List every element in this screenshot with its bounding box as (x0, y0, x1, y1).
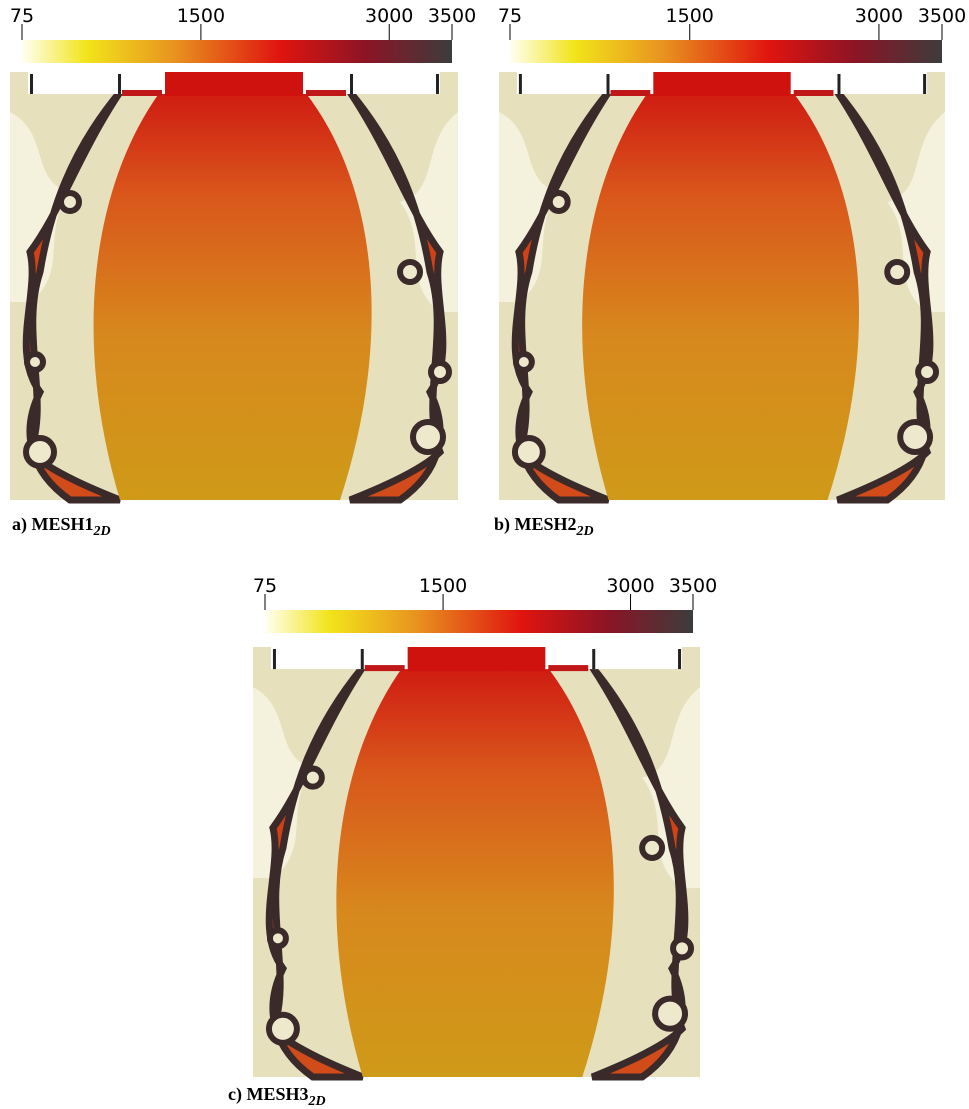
simulation-image (253, 647, 700, 1081)
wall-post (30, 74, 33, 94)
vortex (652, 995, 689, 1032)
simulation-field (10, 72, 458, 504)
colorbar-tick-label: 3000 (606, 575, 654, 597)
wall-post (592, 649, 596, 670)
colorbar-tick-label: 1500 (419, 575, 467, 597)
caption: a) MESH12D (12, 514, 111, 539)
caption: b) MESH22D (494, 514, 594, 539)
caption-label: a) MESH1 (12, 514, 94, 535)
nozzle (407, 647, 546, 672)
co-flow (610, 90, 651, 96)
panel: 75 1500 3000 3500 b) MESH22D (494, 5, 966, 539)
colorbar-tick-label: 3500 (428, 5, 476, 27)
vortex (639, 834, 666, 861)
caption-subscript: 2D (93, 524, 111, 539)
vortex (897, 419, 934, 455)
vortex (915, 360, 940, 384)
simulation-image (10, 72, 458, 504)
co-flow (122, 90, 162, 96)
vortex (410, 419, 446, 455)
wall-post (518, 74, 522, 94)
co-flow (793, 90, 834, 96)
vortex (546, 190, 571, 214)
vortex (397, 259, 423, 285)
vortex (428, 360, 452, 384)
side-right (347, 89, 447, 504)
vortex (512, 351, 535, 373)
nozzle (165, 72, 303, 96)
colorbar-tick-label: 75 (498, 5, 522, 27)
co-flow (548, 665, 589, 672)
vortex (670, 936, 695, 961)
simulation-field (253, 647, 700, 1081)
caption-subscript: 2D (576, 524, 594, 539)
vortex (58, 190, 82, 214)
colorbar (22, 40, 452, 63)
colorbar (265, 610, 693, 633)
colorbar-tick-label: 3000 (855, 5, 903, 27)
side-right (834, 89, 934, 504)
wall-post (272, 649, 276, 670)
colorbar (510, 40, 942, 63)
nozzle (653, 72, 791, 96)
wall-post (118, 74, 121, 94)
co-flow (306, 90, 346, 96)
caption: c) MESH32D (228, 1084, 326, 1109)
caption-label: b) MESH2 (494, 514, 577, 535)
wall-post (436, 74, 439, 94)
colorbar-tick-label: 1500 (177, 5, 225, 27)
caption-subscript: 2D (308, 1094, 326, 1109)
vortex (24, 351, 46, 373)
vortex (884, 259, 911, 285)
colorbar-tick-label: 75 (253, 575, 277, 597)
wall-post (923, 74, 927, 94)
colorbar-tick-label: 1500 (666, 5, 714, 27)
wall-post (360, 649, 364, 670)
panel: 75 1500 3000 3500 a) MESH12D (10, 5, 476, 539)
vortex (23, 435, 57, 469)
panel: 75 1500 3000 3500 c) MESH32D (228, 575, 717, 1109)
colorbar-tick-label: 3500 (918, 5, 966, 27)
colorbar-tick-label: 75 (10, 5, 34, 27)
wall-post (678, 649, 682, 670)
caption-label: c) MESH3 (228, 1084, 309, 1105)
wall-post (837, 74, 841, 94)
colorbar-tick-label: 3000 (365, 5, 413, 27)
plume (582, 92, 859, 500)
side-right (589, 664, 689, 1081)
plume (93, 92, 372, 500)
vortex (265, 1011, 300, 1046)
wall-post (350, 74, 353, 94)
vortex (511, 435, 546, 469)
plume (336, 667, 614, 1077)
co-flow (364, 665, 405, 672)
vortex (300, 765, 325, 790)
simulation-image (499, 72, 945, 504)
vortex (266, 927, 289, 950)
wall-post (606, 74, 610, 94)
colorbar-tick-label: 3500 (669, 575, 717, 597)
simulation-field (499, 72, 945, 504)
